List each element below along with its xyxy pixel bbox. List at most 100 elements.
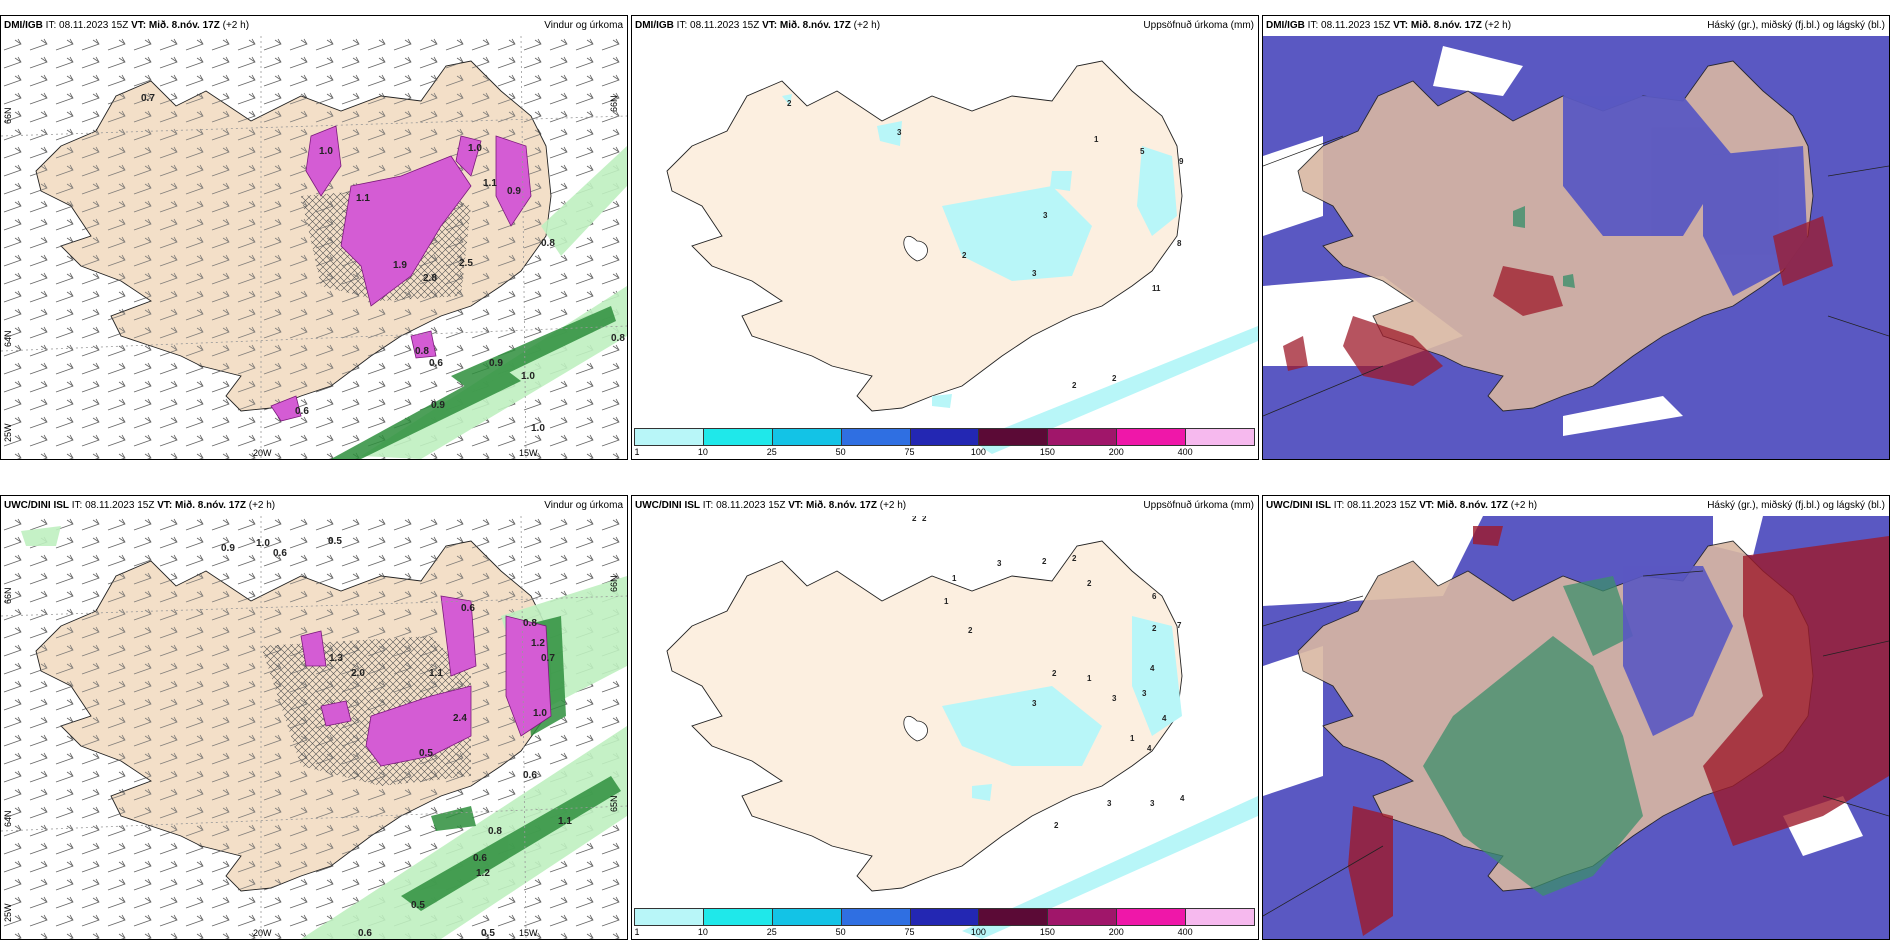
model-name: DMI/IGB xyxy=(635,20,674,31)
wind-precip-map: 66N 64N 25W 20W 15W 66N 65N 0.9 1.0 0.6 … xyxy=(1,516,627,939)
colorbar-tick: 10 xyxy=(697,447,708,457)
colorbar-swatch xyxy=(978,908,1049,926)
colorbar-swatch xyxy=(771,428,842,446)
svg-text:2: 2 xyxy=(1072,381,1077,390)
svg-text:2: 2 xyxy=(968,626,973,635)
model-name: DMI/IGB xyxy=(1266,20,1305,31)
svg-text:0.9: 0.9 xyxy=(489,358,503,369)
lat-label: 66N xyxy=(3,107,13,124)
svg-text:66N: 66N xyxy=(609,575,619,592)
cloud-mid xyxy=(1513,206,1575,288)
valid-time-label: VT: xyxy=(157,500,173,511)
svg-text:7: 7 xyxy=(1177,621,1182,630)
svg-text:0.8: 0.8 xyxy=(611,333,625,344)
svg-text:4: 4 xyxy=(1180,794,1185,803)
panel-header: UWC/DINI ISL IT: 08.11.2023 15Z VT: Mið.… xyxy=(1263,496,1889,516)
svg-text:1: 1 xyxy=(1094,135,1099,144)
svg-text:1.2: 1.2 xyxy=(531,638,545,649)
valid-time: Mið. 8.nóv. 17Z xyxy=(1410,20,1482,31)
svg-text:2.8: 2.8 xyxy=(423,273,437,284)
colorbar-swatch xyxy=(840,428,911,446)
svg-text:66N: 66N xyxy=(3,587,13,604)
svg-text:0.6: 0.6 xyxy=(523,770,537,781)
svg-text:0.6: 0.6 xyxy=(461,603,475,614)
colorbar-swatch xyxy=(909,908,980,926)
svg-text:0.8: 0.8 xyxy=(541,238,555,249)
panel-header: UWC/DINI ISL IT: 08.11.2023 15Z VT: Mið.… xyxy=(632,496,1258,516)
accum-precip-map: 3 1 5 9 3 2 8 3 11 2 2 2 xyxy=(632,36,1258,459)
svg-text:1.1: 1.1 xyxy=(429,668,443,679)
panel-title: Háský (gr.), miðský (fj.bl.) og lágský (… xyxy=(1707,500,1885,511)
svg-text:1.1: 1.1 xyxy=(356,193,370,204)
lat-label: 66N xyxy=(609,95,619,112)
colorbar-tick: 1 xyxy=(634,927,640,937)
svg-text:64N: 64N xyxy=(3,810,13,827)
panel-wind-bottom: UWC/DINI ISL IT: 08.11.2023 15Z VT: Mið.… xyxy=(0,495,628,940)
svg-text:3: 3 xyxy=(897,128,902,137)
svg-text:1.0: 1.0 xyxy=(531,423,545,434)
colorbar-swatch xyxy=(634,428,704,446)
svg-text:65N: 65N xyxy=(609,795,619,812)
panel-clouds-bottom: UWC/DINI ISL IT: 08.11.2023 15Z VT: Mið.… xyxy=(1262,495,1890,940)
svg-text:0.9: 0.9 xyxy=(431,400,445,411)
colorbar-swatch xyxy=(1116,428,1187,446)
model-name: DMI/IGB xyxy=(4,20,43,31)
panel-header: UWC/DINI ISL IT: 08.11.2023 15Z VT: Mið.… xyxy=(1,496,627,516)
svg-text:2: 2 xyxy=(1054,821,1059,830)
panel-title: Uppsöfnuð úrkoma (mm) xyxy=(1143,500,1254,511)
valid-time: Mið. 8.nóv. 17Z xyxy=(779,20,851,31)
svg-text:4: 4 xyxy=(1150,664,1155,673)
model-name: UWC/DINI ISL xyxy=(1266,500,1331,511)
svg-text:3: 3 xyxy=(1043,211,1048,220)
lon-label: 15W xyxy=(519,448,538,458)
valid-time: Mið. 8.nóv. 17Z xyxy=(148,20,220,31)
valid-time-label: VT: xyxy=(131,20,147,31)
colorbar-swatch xyxy=(1116,908,1187,926)
svg-text:20W: 20W xyxy=(253,928,272,938)
svg-text:0.8: 0.8 xyxy=(415,346,429,357)
axis-labels: 66N 64N 25W 20W 15W 66N xyxy=(3,95,619,458)
iceland-land xyxy=(666,60,1183,412)
svg-text:2.0: 2.0 xyxy=(351,668,365,679)
colorbar-swatch xyxy=(771,908,842,926)
init-time-label: IT: xyxy=(71,500,83,511)
svg-text:11: 11 xyxy=(1152,284,1161,293)
colorbar-tick: 25 xyxy=(766,447,777,457)
valid-time-label: VT: xyxy=(788,500,804,511)
colorbar-swatch xyxy=(634,908,704,926)
svg-text:1.1: 1.1 xyxy=(558,816,572,827)
colorbar-tick: 50 xyxy=(835,447,846,457)
svg-text:0.5: 0.5 xyxy=(481,928,495,939)
svg-text:3: 3 xyxy=(1150,799,1155,808)
svg-text:1: 1 xyxy=(944,597,949,606)
valid-time: Mið. 8.nóv. 17Z xyxy=(1437,500,1508,511)
panel-title: Vindur og úrkoma xyxy=(544,20,623,31)
init-time: 08.11.2023 15Z xyxy=(1321,20,1391,31)
colorbar-swatch xyxy=(1047,908,1118,926)
svg-text:0.5: 0.5 xyxy=(411,900,425,911)
cloud-low xyxy=(1283,216,1833,386)
svg-text:1.3: 1.3 xyxy=(329,653,343,664)
lead-time: (+2 h) xyxy=(222,20,250,31)
accum-values: 2 2 1 3 2 2 6 2 1 2 7 2 4 2 1 3 3 4 1 4 xyxy=(912,516,1185,830)
colorbar-tick: 150 xyxy=(1039,447,1055,457)
svg-text:1.9: 1.9 xyxy=(393,260,407,271)
panel-header: DMI/IGB IT: 08.11.2023 15Z VT: Mið. 8.nó… xyxy=(1263,16,1889,36)
colorbar-tick: 75 xyxy=(904,927,915,937)
wind-precip-map: 66N 64N 25W 20W 15W 66N 0.7 1.0 1.1 1.9 … xyxy=(1,36,627,459)
axis-labels: 66N 64N 25W 20W 15W 66N 65N xyxy=(3,575,619,938)
colorbar-swatch xyxy=(702,908,773,926)
svg-text:8: 8 xyxy=(1177,239,1182,248)
init-time: 08.11.2023 15Z xyxy=(1347,500,1417,511)
svg-text:1.0: 1.0 xyxy=(468,143,482,154)
colorbar: 1 10 25 50 75 100 150 200 400 xyxy=(634,428,1258,457)
svg-text:0.9: 0.9 xyxy=(507,186,521,197)
colorbar-swatch xyxy=(978,428,1049,446)
lat-label: 64N xyxy=(3,330,13,347)
svg-text:1.0: 1.0 xyxy=(256,538,270,549)
svg-text:1.0: 1.0 xyxy=(319,146,333,157)
svg-text:4: 4 xyxy=(1147,744,1152,753)
svg-text:2.4: 2.4 xyxy=(453,713,467,724)
panel-header: DMI/IGB IT: 08.11.2023 15Z VT: Mið. 8.nó… xyxy=(632,16,1258,36)
svg-text:0.6: 0.6 xyxy=(429,358,443,369)
